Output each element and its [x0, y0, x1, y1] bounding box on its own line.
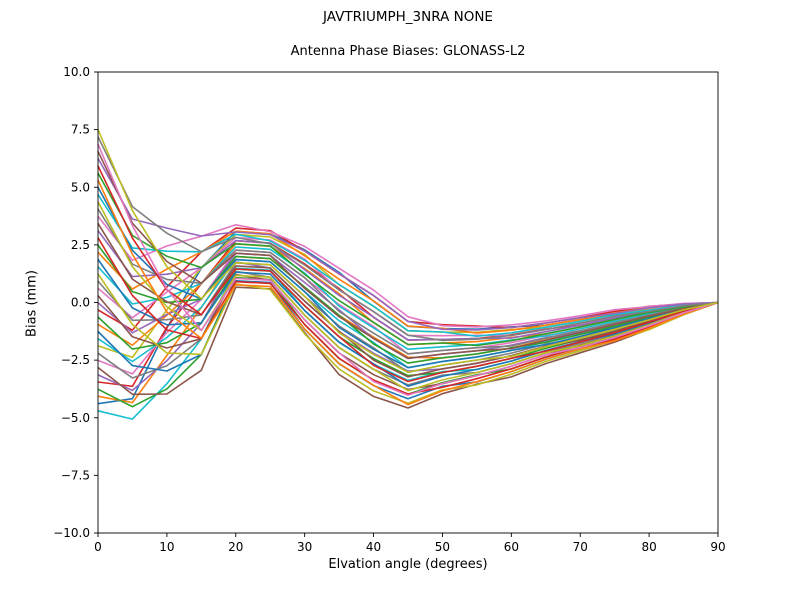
bias-line	[97, 150, 719, 360]
bias-line	[97, 165, 719, 383]
bias-line	[97, 143, 719, 397]
x-tick-label: 70	[573, 540, 588, 554]
y-tick-label: −2.5	[61, 353, 90, 367]
x-tick-label: 30	[297, 540, 312, 554]
y-tick-label: 7.5	[71, 123, 90, 137]
bias-line	[97, 179, 719, 406]
bias-line	[97, 258, 719, 388]
x-tick-label: 60	[504, 540, 519, 554]
bias-line	[97, 286, 719, 409]
y-tick-label: −10.0	[53, 526, 90, 540]
y-tick-label: −7.5	[61, 468, 90, 482]
y-tick-label: 10.0	[63, 65, 90, 79]
bias-line	[97, 136, 719, 342]
bias-line	[97, 172, 719, 347]
chart-subtitle: Antenna Phase Biases: GLONASS-L2	[290, 44, 526, 59]
y-tick-label: −5.0	[61, 411, 90, 425]
plot-border	[97, 71, 719, 534]
y-tick-label: 2.5	[71, 238, 90, 252]
x-tick-label: 0	[94, 540, 102, 554]
x-tick-label: 40	[366, 540, 381, 554]
x-tick-label: 10	[159, 540, 174, 554]
x-tick-label: 90	[710, 540, 725, 554]
bias-line	[97, 129, 719, 374]
x-tick-label: 50	[435, 540, 450, 554]
figure-title: JAVTRIUMPH_3NRA NONE	[323, 9, 493, 25]
x-tick-label: 80	[641, 540, 656, 554]
y-tick-label: 0.0	[71, 296, 90, 310]
y-tick-label: 5.0	[71, 180, 90, 194]
x-tick-label: 20	[228, 540, 243, 554]
x-axis-label: Elvation angle (degrees)	[328, 557, 488, 572]
bias-line	[97, 158, 719, 331]
